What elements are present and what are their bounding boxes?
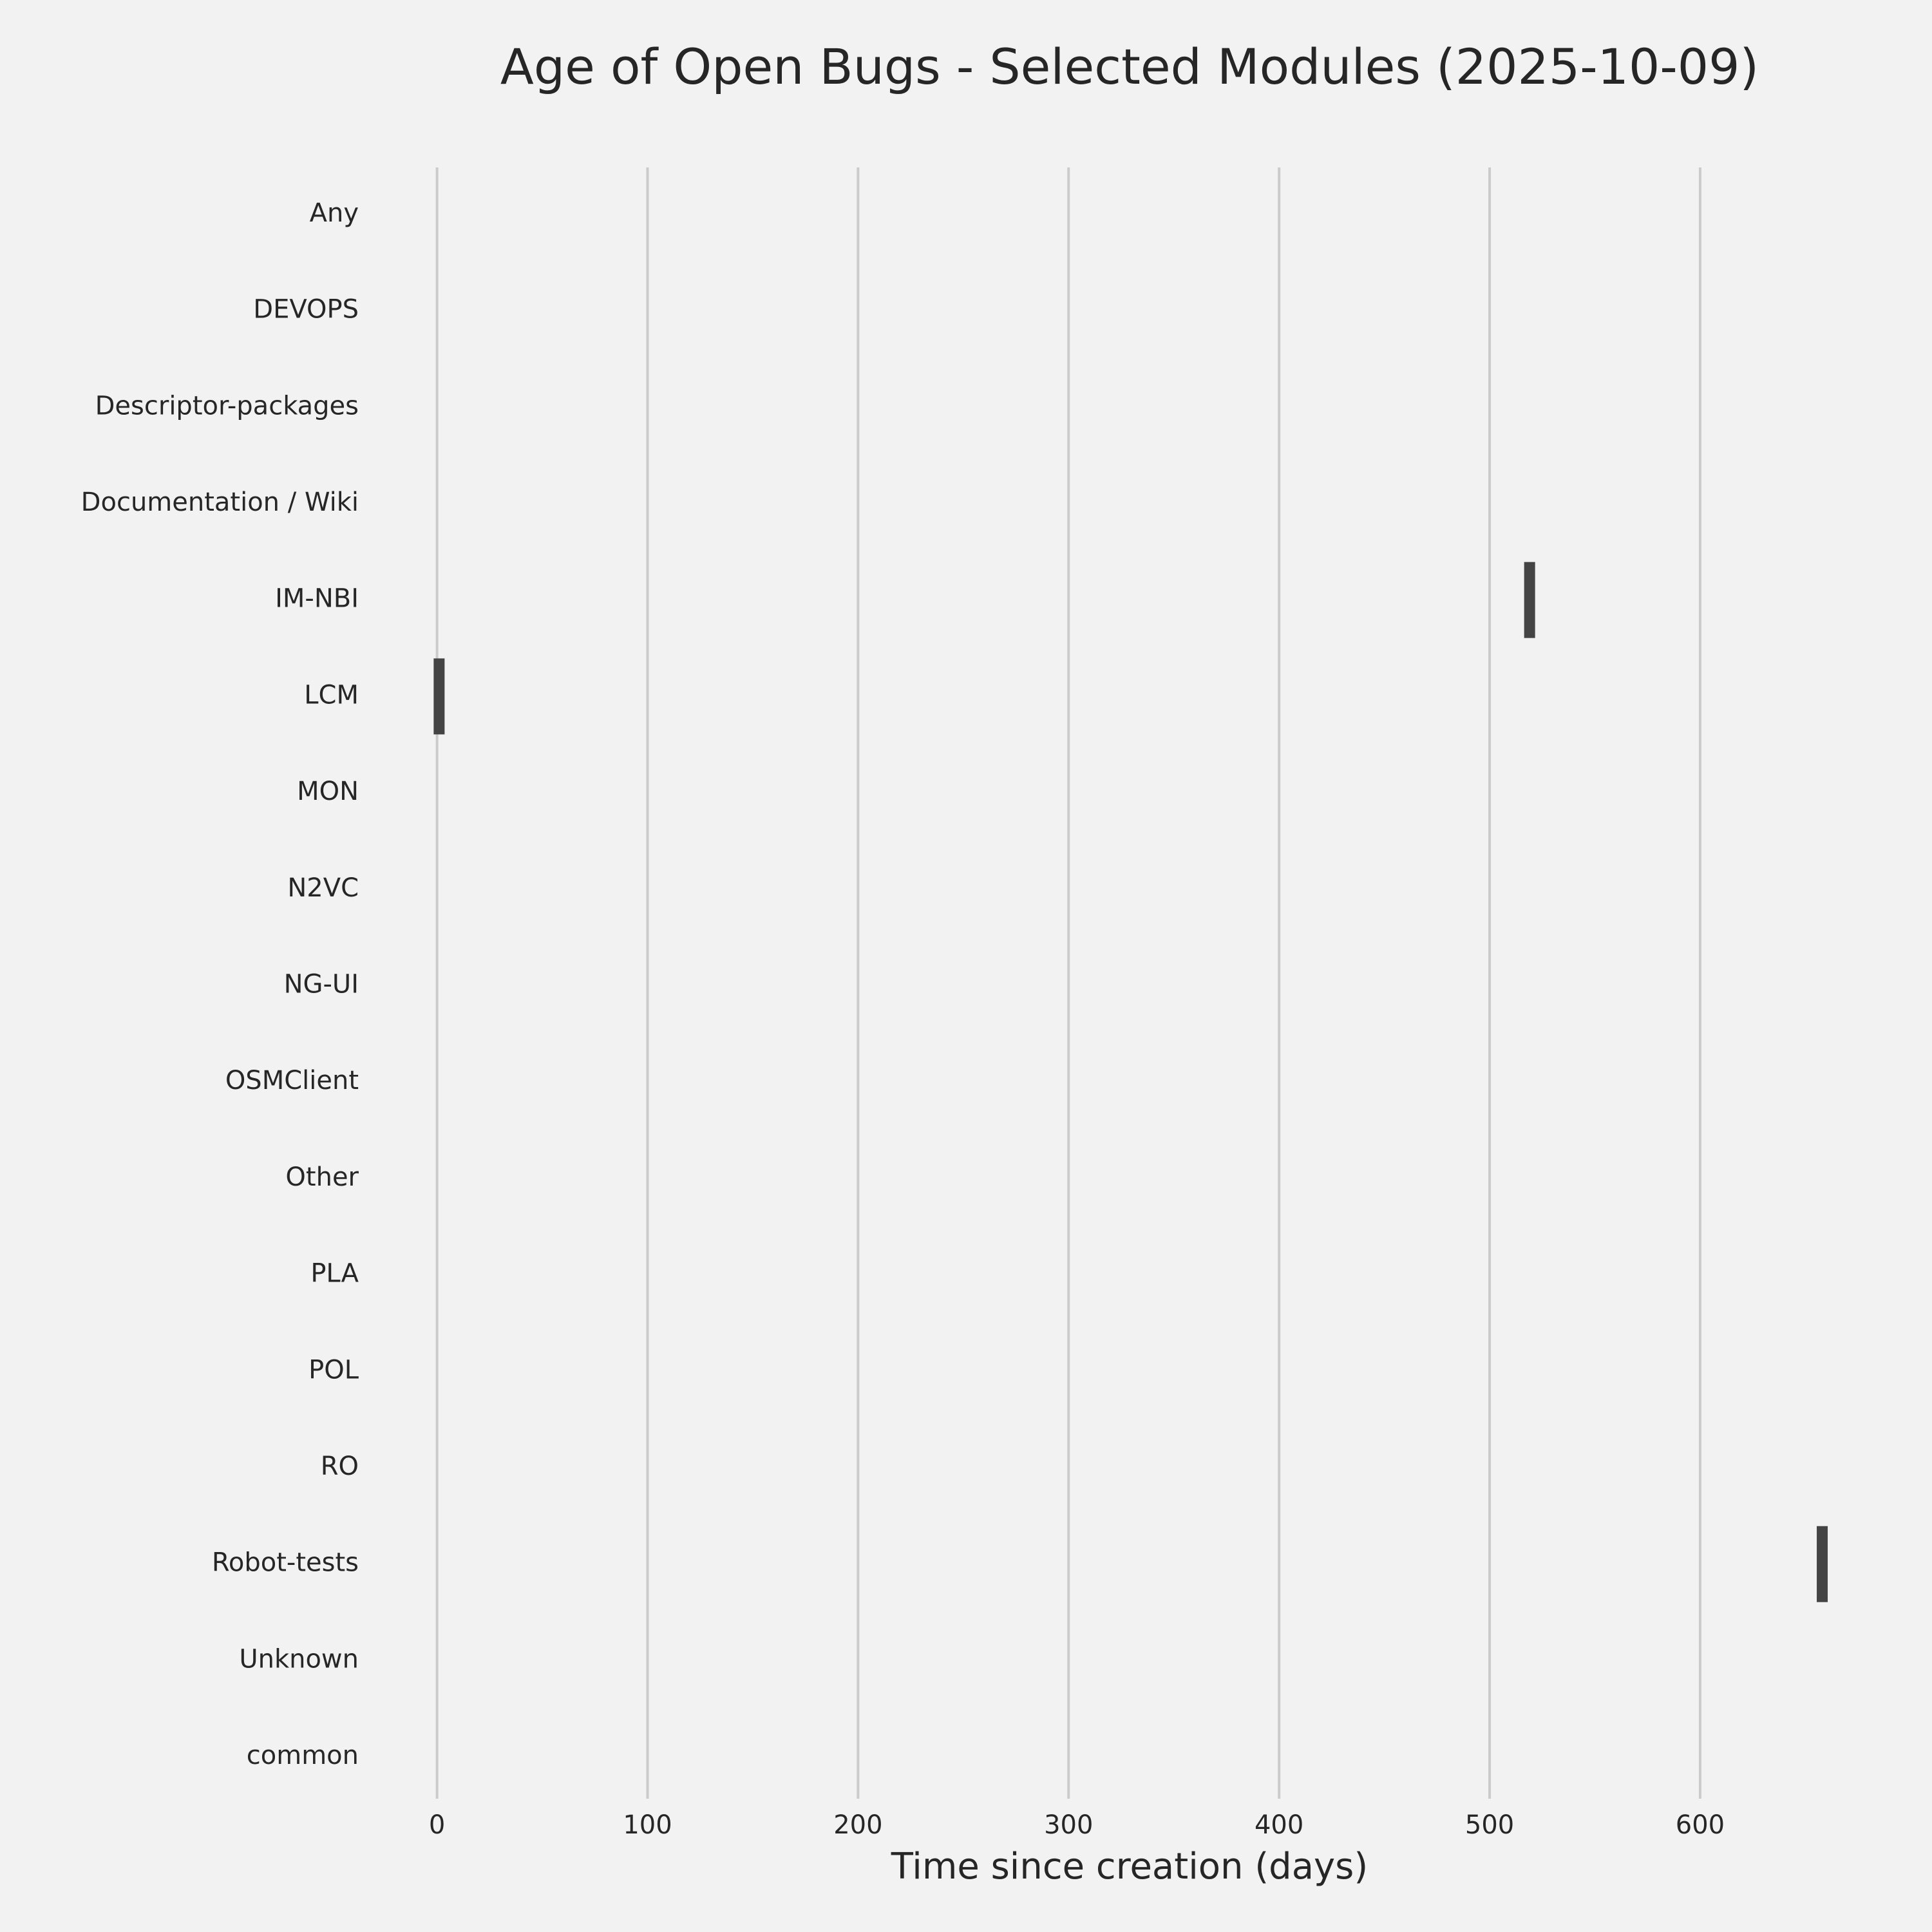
- y-tick-label: Other: [285, 1162, 359, 1192]
- y-tick-label: OSMClient: [225, 1066, 359, 1095]
- x-tick-label: 100: [623, 1810, 672, 1840]
- x-tick-label: 600: [1676, 1810, 1725, 1840]
- box: [433, 658, 445, 735]
- y-tick-label: DEVOPS: [253, 295, 359, 325]
- y-tick-label: LCM: [304, 680, 359, 710]
- chart-title: Age of Open Bugs - Selected Modules (202…: [500, 38, 1759, 95]
- y-tick-label: Descriptor-packages: [95, 391, 359, 421]
- y-tick-label: MON: [297, 777, 359, 806]
- y-tick-label: Any: [310, 198, 359, 228]
- y-tick-label: PLA: [310, 1259, 359, 1289]
- y-tick-label: Documentation / Wiki: [81, 488, 359, 517]
- y-tick-label: common: [247, 1741, 359, 1770]
- x-tick-label: 400: [1255, 1810, 1303, 1840]
- y-tick-label: POL: [308, 1355, 359, 1385]
- y-tick-label: NG-UI: [284, 970, 359, 999]
- y-tick-label: Robot-tests: [212, 1548, 359, 1578]
- x-tick-label: 300: [1044, 1810, 1093, 1840]
- box: [1524, 562, 1535, 638]
- y-tick-label: RO: [321, 1452, 359, 1481]
- box: [1817, 1526, 1828, 1602]
- x-tick-label: 0: [429, 1810, 445, 1840]
- y-tick-label: IM-NBI: [275, 584, 359, 614]
- y-tick-label: Unknown: [239, 1644, 359, 1674]
- x-tick-label: 500: [1465, 1810, 1514, 1840]
- x-axis-label: Time since creation (days): [891, 1846, 1368, 1888]
- x-tick-label: 200: [833, 1810, 882, 1840]
- y-tick-label: N2VC: [287, 873, 359, 903]
